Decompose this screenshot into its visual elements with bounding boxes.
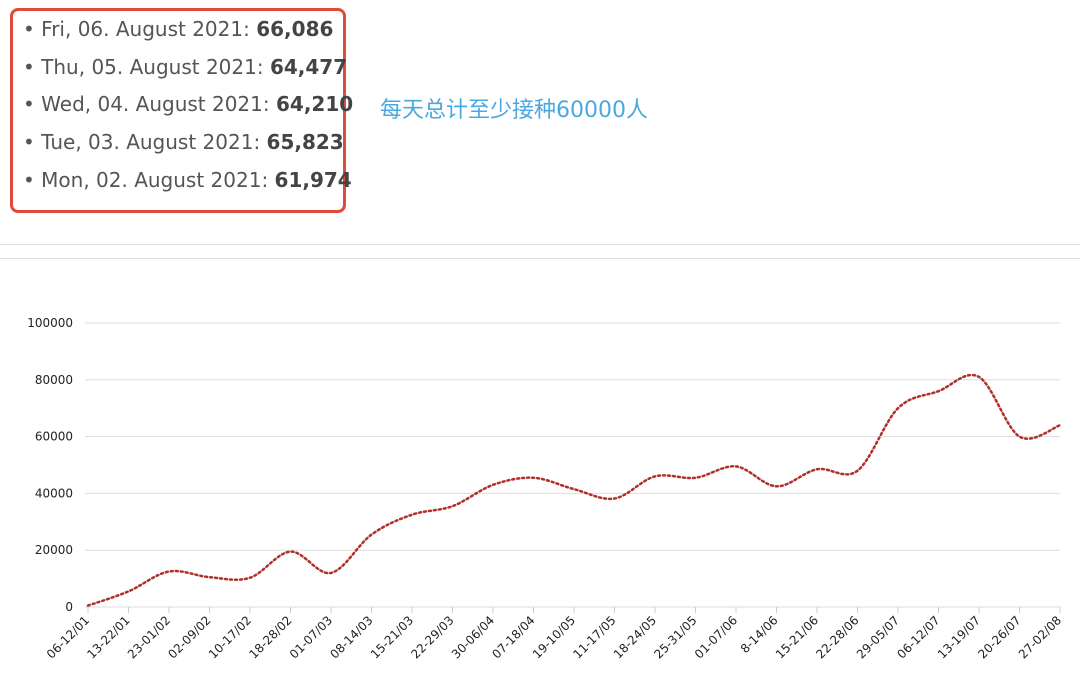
x-tick-label: 10-17/02	[206, 613, 254, 661]
item-value: 65,823	[266, 130, 344, 155]
x-tick-label: 20-26/07	[975, 613, 1023, 661]
y-tick-label: 60000	[35, 430, 73, 444]
x-tick-label: 13-19/07	[935, 613, 983, 661]
item-label: Fri, 06. August 2021:	[41, 17, 250, 41]
separator	[0, 244, 1080, 245]
x-tick-label: 29-05/07	[854, 613, 902, 661]
x-tick-label: 18-28/02	[246, 613, 294, 661]
x-tick-label: 22-28/06	[813, 613, 861, 661]
y-tick-label: 100000	[27, 316, 73, 330]
y-tick-label: 80000	[35, 373, 73, 387]
list-item: • Wed, 04. August 2021: 64,210	[23, 92, 354, 117]
item-label: Thu, 05. August 2021:	[41, 54, 264, 79]
x-tick-label: 06-12/01	[44, 613, 92, 661]
item-value: 64,210	[275, 92, 354, 117]
item-value: 66,086	[256, 17, 334, 41]
y-tick-label: 40000	[35, 486, 73, 500]
x-tick-label: 11-17/05	[570, 613, 618, 661]
x-tick-label: 30-06/04	[449, 613, 497, 661]
x-tick-label: 08-14/03	[327, 613, 375, 661]
x-tick-label: 15-21/06	[773, 613, 821, 661]
annotation: 每天总计至少接种60000人	[380, 98, 648, 123]
x-tick-label: 23-01/02	[125, 613, 173, 661]
x-tick-label: 19-10/05	[530, 613, 578, 661]
x-tick-label: 27-02/08	[1016, 613, 1064, 661]
summary-box: • Fri, 06. August 2021: 66,086 • Thu, 05.…	[10, 8, 353, 213]
item-label: Mon, 02. August 2021:	[41, 167, 269, 192]
item-label: Tue, 03. August 2021:	[41, 130, 261, 155]
series-line	[86, 373, 1062, 607]
x-tick-label: 06-12/07	[894, 613, 942, 661]
y-tick-label: 0	[65, 600, 73, 614]
x-tick-label: 01-07/03	[287, 613, 335, 661]
x-tick-label: 15-21/03	[368, 613, 416, 661]
item-label: Wed, 04. August 2021:	[41, 92, 270, 117]
x-tick-label: 02-09/02	[165, 613, 213, 661]
list-item: • Fri, 06. August 2021: 66,086	[23, 17, 334, 41]
x-tick-label: 13-22/01	[84, 613, 132, 661]
list-item: • Thu, 05. August 2021: 64,477	[23, 54, 348, 79]
list-item: • Mon, 02. August 2021: 61,974	[23, 167, 352, 192]
x-tick-label: 01-07/06	[692, 613, 740, 661]
x-tick-label: 25-31/05	[651, 613, 699, 661]
x-tick-label: 22-29/03	[408, 613, 456, 661]
x-tick-label: 07-18/04	[489, 613, 537, 661]
item-value: 64,477	[269, 54, 348, 79]
x-tick-label: 18-24/05	[611, 613, 659, 661]
separator	[0, 258, 1080, 259]
y-tick-label: 20000	[35, 543, 73, 557]
item-value: 61,974	[274, 167, 352, 192]
list-item: • Tue, 03. August 2021: 65,823	[23, 130, 344, 155]
